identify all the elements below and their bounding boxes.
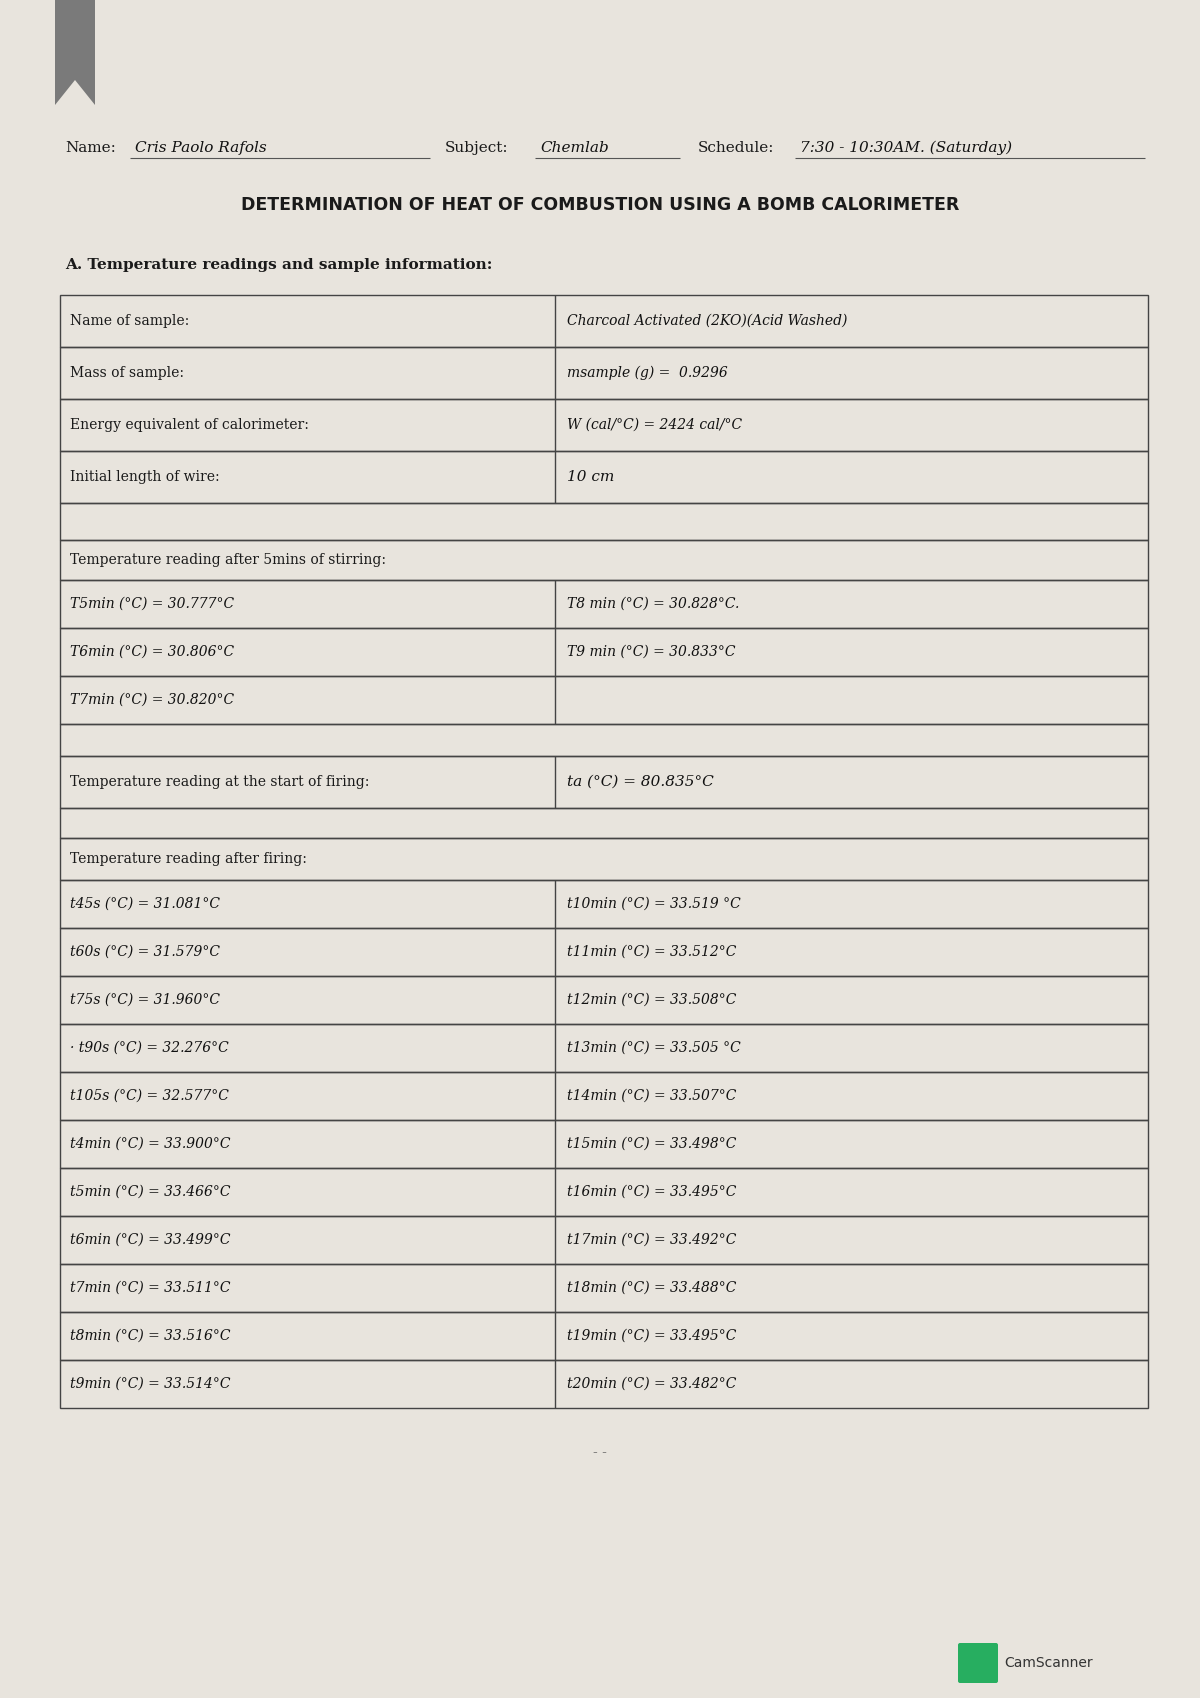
Bar — [60, 1071, 1148, 1121]
Text: T6min (°C) = 30.806°C: T6min (°C) = 30.806°C — [70, 645, 234, 659]
Text: t20min (°C) = 33.482°C: t20min (°C) = 33.482°C — [568, 1377, 737, 1391]
Text: T9 min (°C) = 30.833°C: T9 min (°C) = 30.833°C — [568, 645, 736, 659]
Text: ta (°C) = 80.835°C: ta (°C) = 80.835°C — [568, 774, 714, 790]
Text: Schedule:: Schedule: — [698, 141, 774, 155]
Text: CS: CS — [967, 1656, 989, 1671]
Text: T5min (°C) = 30.777°C: T5min (°C) = 30.777°C — [70, 598, 234, 611]
Text: t6min (°C) = 33.499°C: t6min (°C) = 33.499°C — [70, 1233, 230, 1246]
Text: Name:: Name: — [65, 141, 116, 155]
Text: Name of sample:: Name of sample: — [70, 314, 190, 328]
Text: t18min (°C) = 33.488°C: t18min (°C) = 33.488°C — [568, 1280, 737, 1296]
Bar — [60, 399, 1148, 452]
Polygon shape — [55, 80, 95, 105]
Bar — [60, 676, 1148, 723]
Text: Charcoal Activated (2KO)(Acid Washed): Charcoal Activated (2KO)(Acid Washed) — [568, 314, 847, 328]
Text: Initial length of wire:: Initial length of wire: — [70, 470, 220, 484]
Bar — [60, 581, 1148, 628]
Bar — [60, 1360, 1148, 1408]
Bar — [60, 1121, 1148, 1168]
Text: t19min (°C) = 33.495°C: t19min (°C) = 33.495°C — [568, 1330, 737, 1343]
Text: Temperature reading at the start of firing:: Temperature reading at the start of firi… — [70, 774, 370, 790]
Bar — [60, 976, 1148, 1024]
Text: DETERMINATION OF HEAT OF COMBUSTION USING A BOMB CALORIMETER: DETERMINATION OF HEAT OF COMBUSTION USIN… — [241, 195, 959, 214]
Text: Temperature reading after 5mins of stirring:: Temperature reading after 5mins of stirr… — [70, 554, 386, 567]
Bar — [60, 1168, 1148, 1216]
Bar — [60, 346, 1148, 399]
Text: t7min (°C) = 33.511°C: t7min (°C) = 33.511°C — [70, 1280, 230, 1296]
Text: Mass of sample:: Mass of sample: — [70, 367, 184, 380]
Text: Temperature reading after firing:: Temperature reading after firing: — [70, 852, 307, 866]
Text: · t90s (°C) = 32.276°C: · t90s (°C) = 32.276°C — [70, 1041, 229, 1054]
Text: t105s (°C) = 32.577°C: t105s (°C) = 32.577°C — [70, 1088, 229, 1104]
Bar — [60, 503, 1148, 540]
Text: t16min (°C) = 33.495°C: t16min (°C) = 33.495°C — [568, 1185, 737, 1199]
Bar — [60, 808, 1148, 839]
Text: 7:30 - 10:30AM. (Saturday): 7:30 - 10:30AM. (Saturday) — [800, 141, 1012, 155]
Text: - -: - - — [593, 1447, 607, 1460]
Bar — [60, 1313, 1148, 1360]
Bar — [60, 452, 1148, 503]
Text: CamScanner: CamScanner — [1004, 1656, 1093, 1671]
Bar — [60, 540, 1148, 581]
Text: t8min (°C) = 33.516°C: t8min (°C) = 33.516°C — [70, 1330, 230, 1343]
Text: 10 cm: 10 cm — [568, 470, 614, 484]
Text: msample (g) =  0.9296: msample (g) = 0.9296 — [568, 365, 727, 380]
Text: t75s (°C) = 31.960°C: t75s (°C) = 31.960°C — [70, 993, 220, 1007]
Bar — [60, 929, 1148, 976]
Text: Chemlab: Chemlab — [540, 141, 608, 155]
Bar — [60, 1263, 1148, 1313]
Bar — [60, 880, 1148, 929]
Bar — [60, 628, 1148, 676]
Text: t12min (°C) = 33.508°C: t12min (°C) = 33.508°C — [568, 993, 737, 1007]
Text: Subject:: Subject: — [445, 141, 509, 155]
Bar — [60, 756, 1148, 808]
Bar — [60, 1216, 1148, 1263]
Text: t14min (°C) = 33.507°C: t14min (°C) = 33.507°C — [568, 1088, 737, 1104]
Text: t11min (°C) = 33.512°C: t11min (°C) = 33.512°C — [568, 946, 737, 959]
Bar — [60, 723, 1148, 756]
Text: t9min (°C) = 33.514°C: t9min (°C) = 33.514°C — [70, 1377, 230, 1391]
Bar — [60, 295, 1148, 346]
Text: t10min (°C) = 33.519 °C: t10min (°C) = 33.519 °C — [568, 897, 740, 912]
Text: A. Temperature readings and sample information:: A. Temperature readings and sample infor… — [65, 258, 492, 272]
Text: t17min (°C) = 33.492°C: t17min (°C) = 33.492°C — [568, 1233, 737, 1246]
Text: T8 min (°C) = 30.828°C.: T8 min (°C) = 30.828°C. — [568, 598, 739, 611]
Text: t5min (°C) = 33.466°C: t5min (°C) = 33.466°C — [70, 1185, 230, 1199]
Text: W (cal/°C) = 2424 cal/°C: W (cal/°C) = 2424 cal/°C — [568, 418, 742, 431]
Text: t60s (°C) = 31.579°C: t60s (°C) = 31.579°C — [70, 946, 220, 959]
Text: t15min (°C) = 33.498°C: t15min (°C) = 33.498°C — [568, 1138, 737, 1151]
FancyBboxPatch shape — [958, 1644, 998, 1683]
Polygon shape — [55, 0, 95, 105]
Text: Cris Paolo Rafols: Cris Paolo Rafols — [134, 141, 266, 155]
Text: T7min (°C) = 30.820°C: T7min (°C) = 30.820°C — [70, 693, 234, 706]
Text: Energy equivalent of calorimeter:: Energy equivalent of calorimeter: — [70, 418, 308, 431]
Text: t13min (°C) = 33.505 °C: t13min (°C) = 33.505 °C — [568, 1041, 740, 1054]
Bar — [60, 1024, 1148, 1071]
Text: t45s (°C) = 31.081°C: t45s (°C) = 31.081°C — [70, 897, 220, 912]
Bar — [60, 839, 1148, 880]
Text: t4min (°C) = 33.900°C: t4min (°C) = 33.900°C — [70, 1138, 230, 1151]
